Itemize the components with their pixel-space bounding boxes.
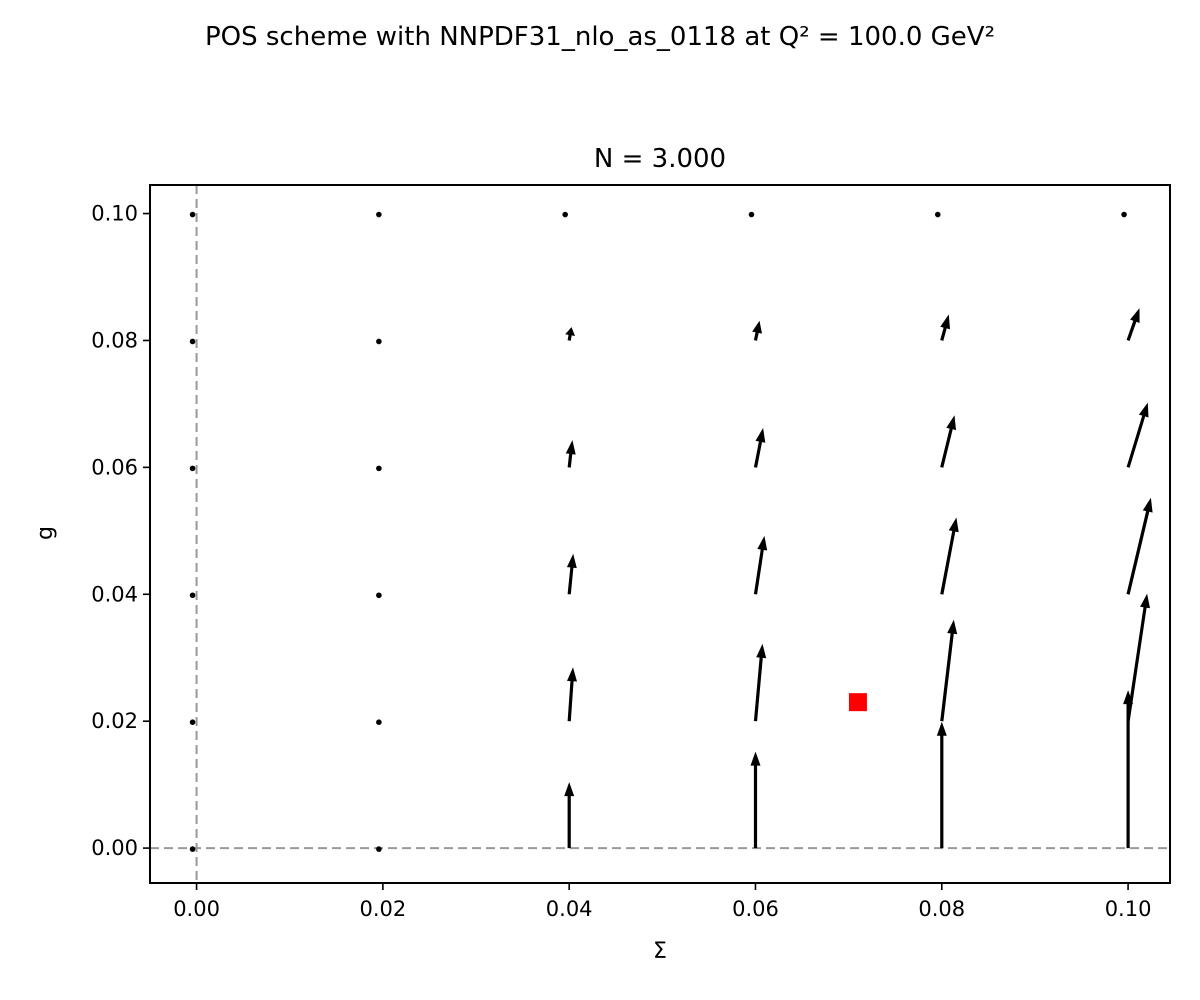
x-tick-label: 0.06 <box>732 897 779 921</box>
plot-frame <box>149 184 1171 884</box>
x-tick-label: 0.02 <box>359 897 406 921</box>
quiver-arrow <box>940 314 950 341</box>
quiver-arrow <box>1123 690 1134 849</box>
quiver-arrow <box>750 751 761 849</box>
quiver-dot <box>562 211 568 218</box>
quiver-arrow <box>940 517 959 595</box>
quiver-arrow <box>1126 308 1140 341</box>
x-tick-label: 0.00 <box>173 897 220 921</box>
quiver-dot <box>748 211 755 218</box>
quiver-arrow <box>567 667 577 722</box>
quiver-dot <box>189 465 196 472</box>
quiver-dot <box>934 211 941 218</box>
plot-title: N = 3.000 <box>594 144 726 174</box>
y-tick-label: 0.02 <box>91 709 138 733</box>
quiver-dot <box>189 846 196 852</box>
quiver-arrow <box>936 721 947 849</box>
quiver-arrow <box>753 643 767 722</box>
x-tick-label: 0.10 <box>1105 897 1152 921</box>
quiver-dot <box>376 592 382 599</box>
quiver-arrow <box>753 535 768 595</box>
quiver-arrow <box>1126 497 1153 595</box>
figure-suptitle: POS scheme with NNPDF31_nlo_as_0118 at Q… <box>205 22 995 52</box>
quiver-dot <box>376 211 382 218</box>
quiver-dot <box>189 719 196 725</box>
y-tick-label: 0.06 <box>91 455 138 479</box>
quiver-arrow <box>565 440 576 468</box>
quiver-arrow <box>940 415 956 468</box>
y-axis-label: g <box>33 526 58 540</box>
y-tick-label: 0.08 <box>91 328 138 352</box>
plot-area <box>150 185 1170 883</box>
quiver-arrow <box>1126 593 1150 722</box>
red-square-marker <box>848 693 867 712</box>
quiver-dot <box>376 846 382 852</box>
quiver-dot <box>189 592 196 599</box>
y-tick-label: 0.10 <box>91 202 138 226</box>
quiver-dot <box>376 338 382 345</box>
quiver-arrow <box>564 782 575 849</box>
quiver-dot <box>1121 211 1127 218</box>
x-tick-label: 0.04 <box>546 897 593 921</box>
quiver-arrow <box>940 619 958 722</box>
quiver-dot <box>376 719 382 725</box>
quiver-arrow <box>752 320 762 341</box>
x-tick-label: 0.08 <box>918 897 965 921</box>
quiver-arrow <box>1126 402 1149 468</box>
quiver-dot <box>189 211 196 218</box>
quiver-arrow <box>566 553 577 595</box>
quiver-dot <box>189 338 196 345</box>
quiver-dot <box>376 465 382 472</box>
y-tick-label: 0.04 <box>91 582 138 606</box>
quiver-arrow <box>565 327 575 341</box>
y-tick-label: 0.00 <box>91 836 138 860</box>
x-axis-label: Σ <box>653 939 667 964</box>
axis-ticks: 0.00 0.02 0.04 0.06 0.08 0.10 0.00 0.02 0.04 0.06… <box>91 202 1151 921</box>
quiver-arrow <box>753 428 766 468</box>
